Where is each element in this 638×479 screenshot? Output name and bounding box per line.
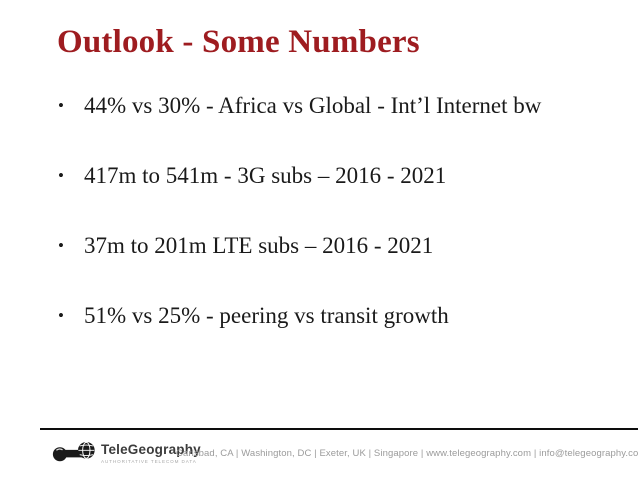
bullet-marker: • xyxy=(58,236,64,255)
footer-contact-info: Carlsbad, CA | Washington, DC | Exeter, … xyxy=(176,448,638,459)
bullet-item: • 37m to 201m LTE subs – 2016 - 2021 xyxy=(58,232,618,259)
bullet-marker: • xyxy=(58,166,64,185)
bullet-marker: • xyxy=(58,306,64,325)
footer-divider-line xyxy=(40,428,638,430)
bullet-text: 51% vs 25% - peering vs transit growth xyxy=(84,303,449,328)
bullet-marker: • xyxy=(58,96,64,115)
logo-tagline: AUTHORITATIVE TELECOM DATA xyxy=(101,459,197,464)
logo-wordmark: TeleGeography xyxy=(101,442,201,457)
bullet-item: • 44% vs 30% - Africa vs Global - Int’l … xyxy=(58,92,618,119)
bullet-text: 417m to 541m - 3G subs – 2016 - 2021 xyxy=(84,163,447,188)
bullet-text: 44% vs 30% - Africa vs Global - Int’l In… xyxy=(84,93,542,118)
bullet-item: • 417m to 541m - 3G subs – 2016 - 2021 xyxy=(58,162,618,189)
bullet-list: • 44% vs 30% - Africa vs Global - Int’l … xyxy=(58,92,618,372)
telegeography-logo: TeleGeography AUTHORITATIVE TELECOM DATA xyxy=(52,440,201,465)
logo-text-block: TeleGeography AUTHORITATIVE TELECOM DATA xyxy=(101,440,201,464)
bullet-text: 37m to 201m LTE subs – 2016 - 2021 xyxy=(84,233,434,258)
telegeography-binoculars-globe-icon xyxy=(52,441,95,462)
bullet-item: • 51% vs 25% - peering vs transit growth xyxy=(58,302,618,329)
slide-title: Outlook - Some Numbers xyxy=(57,24,420,60)
